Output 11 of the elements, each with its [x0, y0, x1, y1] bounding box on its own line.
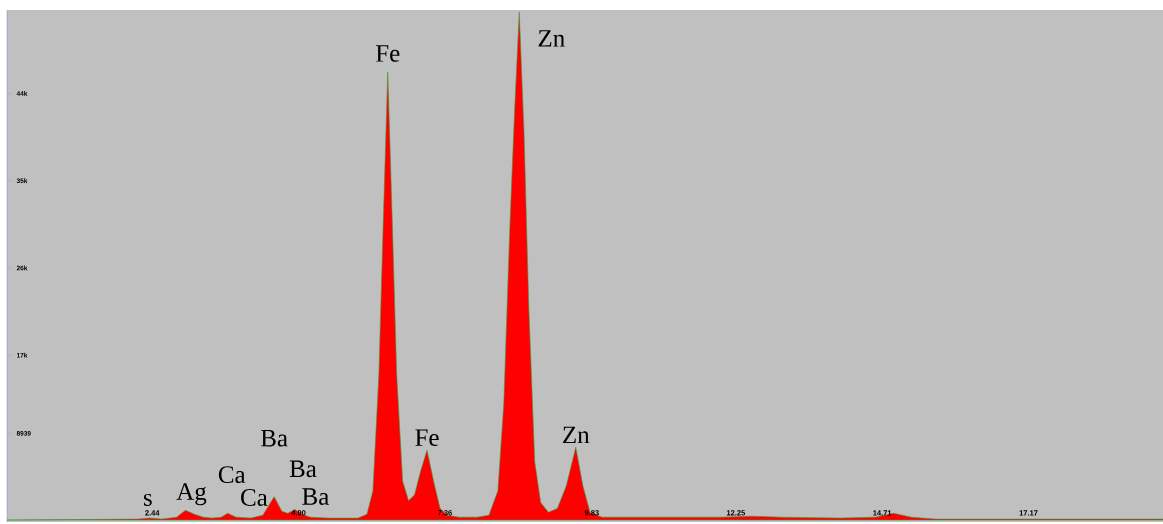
annotation: Ag [176, 483, 207, 506]
annotation: Fe [415, 429, 439, 447]
annotation: Ba [302, 488, 329, 505]
annotation: s [143, 493, 152, 506]
annotation: Zn [563, 426, 590, 444]
annotation: Ba [260, 429, 288, 447]
annotation: Ca [218, 466, 246, 484]
annotation: Ba [289, 460, 317, 478]
annotation: Ca [241, 489, 268, 506]
annotation: Zn [538, 30, 565, 47]
annotation: Fe [376, 45, 400, 62]
